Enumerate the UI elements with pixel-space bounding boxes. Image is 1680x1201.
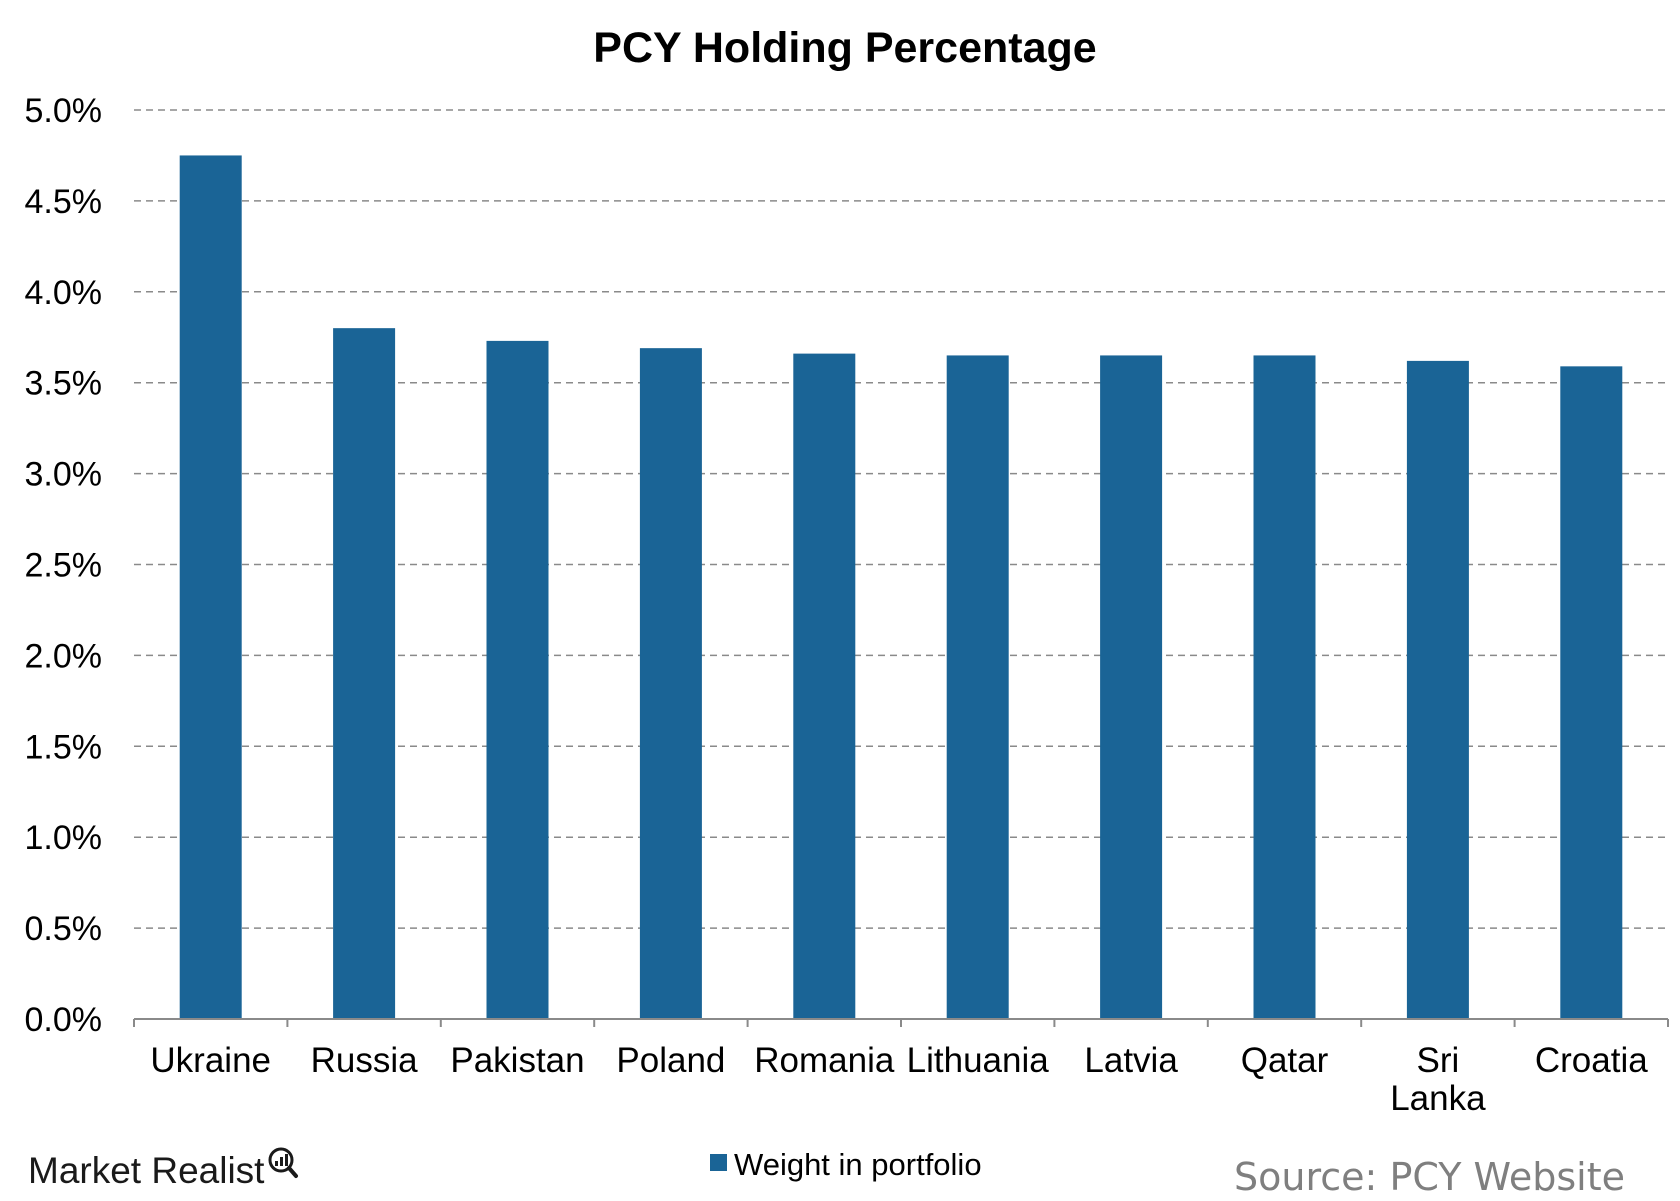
y-tick-label: 2.5% (25, 547, 103, 585)
x-category-label: Latvia (1084, 1041, 1178, 1080)
logo-text: Market Realist (28, 1150, 265, 1191)
y-tick-label: 3.5% (25, 365, 103, 403)
x-category-label: Ukraine (150, 1041, 271, 1080)
bar (1253, 355, 1316, 1019)
bar (1100, 355, 1163, 1019)
market-realist-logo: Market Realist (28, 1147, 298, 1191)
bar (1560, 366, 1623, 1019)
x-category-label: Russia (311, 1041, 419, 1080)
y-tick-label: 4.0% (25, 274, 103, 312)
y-tick-label: 3.0% (25, 456, 103, 494)
x-category-label: Lithuania (907, 1041, 1050, 1080)
bar (486, 340, 549, 1019)
bar (333, 328, 396, 1019)
y-axis-tick-labels: 0.0% 0.5% 1.0% 1.5% 2.0% 2.5% 3.0% 3.5% 4.0% 4.5%… (25, 92, 103, 1039)
x-axis (133, 1018, 1669, 1027)
y-tick-label: 1.0% (25, 819, 103, 857)
x-category-label: Romania (754, 1041, 895, 1080)
x-category-label: Croatia (1535, 1041, 1648, 1080)
y-tick-label: 2.0% (25, 637, 103, 675)
bar (1406, 360, 1469, 1019)
source-note: Source: PCY Website (1234, 1155, 1625, 1199)
legend-swatch (710, 1154, 727, 1171)
x-category-label: Poland (616, 1041, 725, 1080)
chart-title: PCY Holding Percentage (593, 24, 1096, 72)
y-tick-label: 1.5% (25, 728, 103, 766)
x-category-label: Pakistan (450, 1041, 584, 1080)
y-tick-label: 5.0% (25, 92, 103, 130)
y-tick-label: 0.5% (25, 910, 103, 948)
bar (639, 348, 702, 1020)
bar (946, 355, 1009, 1019)
bar (179, 155, 242, 1019)
x-category-label: Sri Lanka (1390, 1041, 1486, 1118)
y-tick-label: 4.5% (25, 183, 103, 221)
bars (179, 155, 1623, 1020)
legend: Weight in portfolio (710, 1147, 982, 1182)
magnifier-chart-icon (268, 1147, 298, 1178)
legend-label: Weight in portfolio (734, 1147, 982, 1182)
x-axis-category-labels: Ukraine Russia Pakistan Poland Romania Lithua… (150, 1041, 1648, 1118)
bar (793, 353, 856, 1019)
x-category-label: Qatar (1241, 1041, 1329, 1080)
y-tick-label: 0.0% (25, 1001, 103, 1039)
